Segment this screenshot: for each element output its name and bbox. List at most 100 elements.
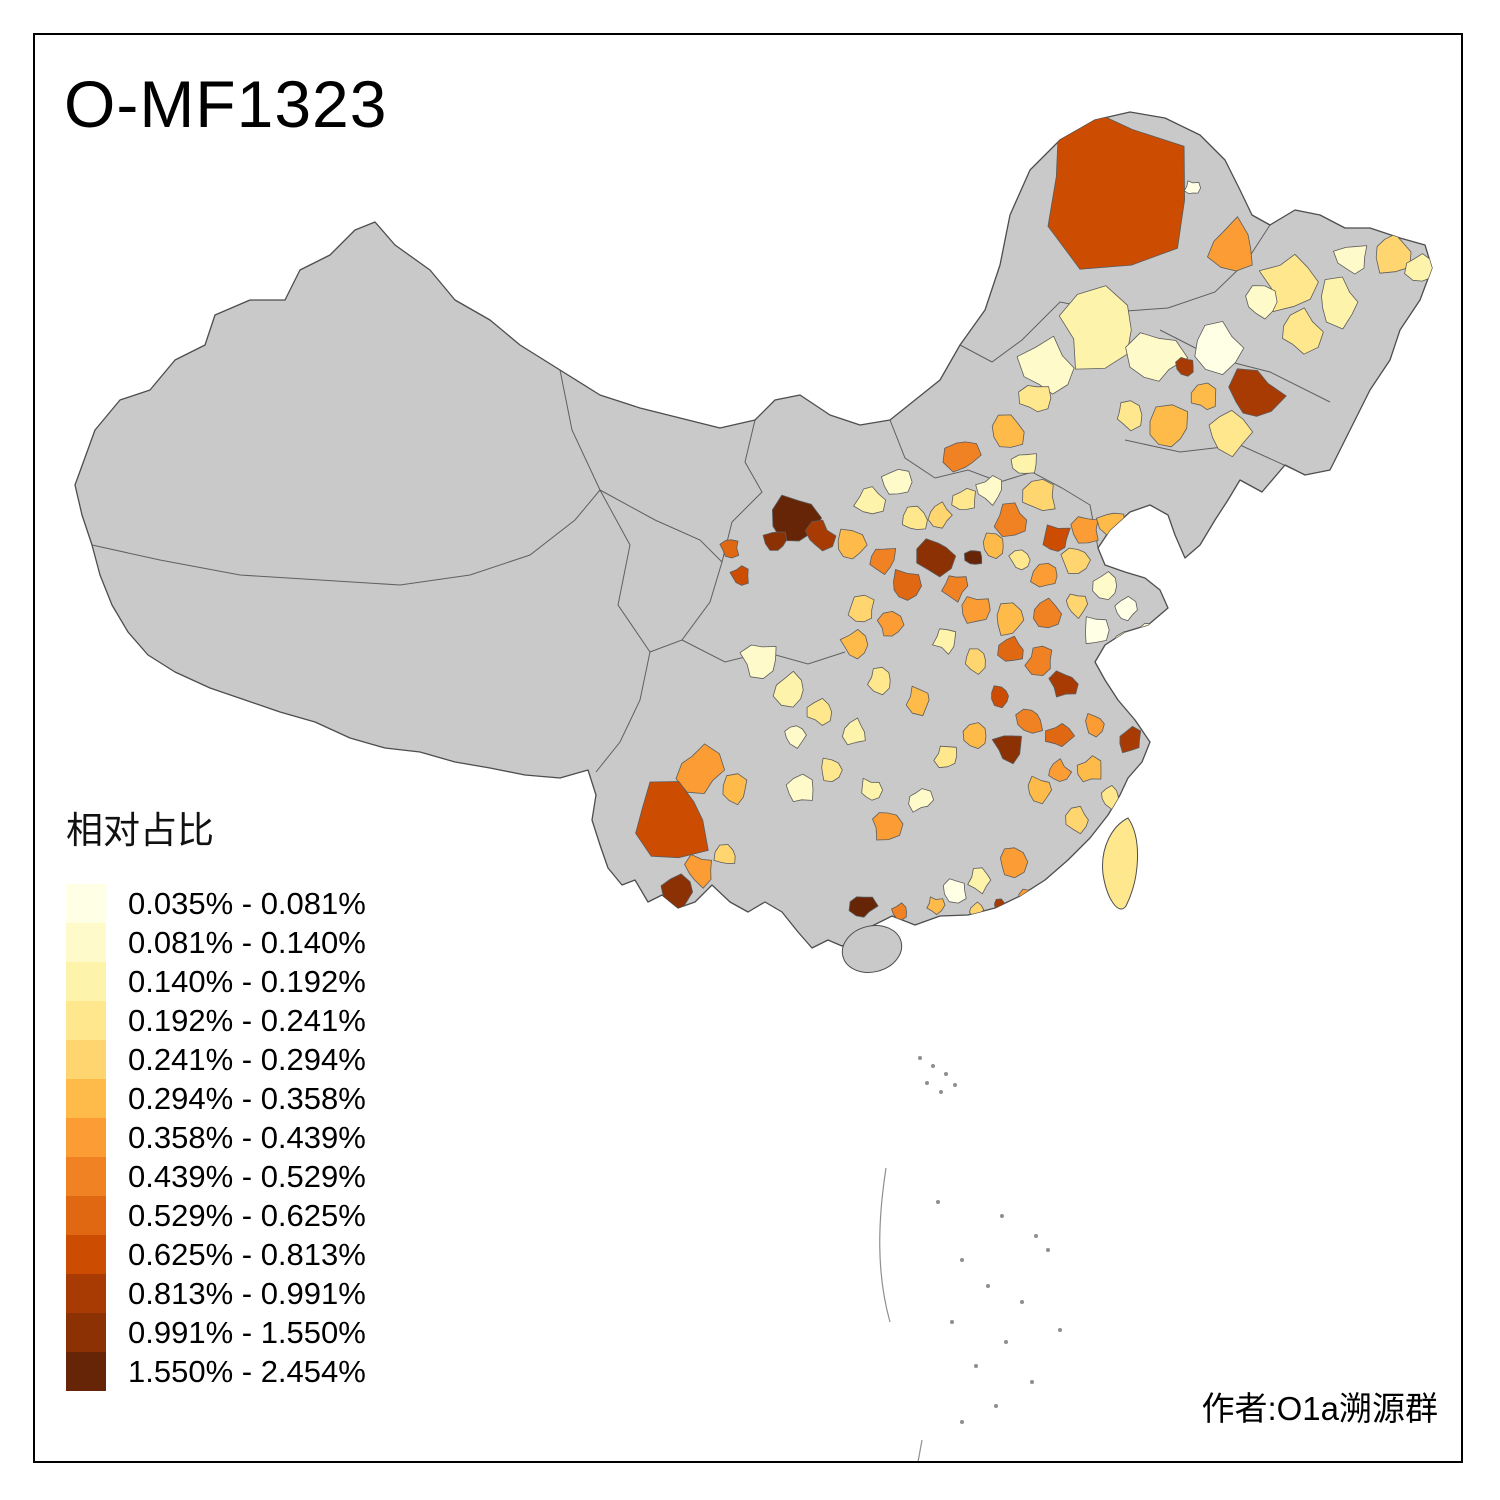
prefecture-region	[1070, 516, 1099, 544]
prefecture-region	[804, 519, 837, 552]
legend-bin-label: 0.294% - 0.358%	[128, 1080, 366, 1116]
prefecture-region	[867, 666, 891, 696]
prefecture-region	[837, 528, 868, 560]
legend-row: 0.625% - 0.813%	[66, 1235, 366, 1274]
prefecture-region	[1060, 547, 1091, 574]
legend-swatch	[66, 1352, 106, 1391]
prefecture-region	[635, 781, 709, 859]
prefecture-region	[1065, 805, 1089, 835]
legend-row: 1.550% - 2.454%	[66, 1352, 366, 1391]
legend-row: 0.813% - 0.991%	[66, 1274, 366, 1313]
prefecture-region	[784, 725, 807, 749]
prefecture-region	[1008, 549, 1031, 571]
prefecture-region	[1208, 410, 1254, 458]
prefecture-region	[893, 569, 922, 601]
prefecture-region	[1092, 571, 1117, 600]
prefecture-region	[997, 635, 1024, 662]
legend-swatch	[66, 923, 106, 962]
prefecture-region	[1138, 622, 1160, 642]
prefecture-region	[1024, 645, 1053, 676]
legend-bin-label: 0.081% - 0.140%	[128, 924, 366, 960]
prefecture-region	[1027, 775, 1052, 805]
prefecture-region	[762, 531, 787, 551]
legend-bin-label: 0.035% - 0.081%	[128, 885, 366, 921]
legend-swatch	[66, 1235, 106, 1274]
prefecture-region	[1042, 524, 1071, 552]
prefecture-region	[1124, 520, 1160, 548]
prefecture-region	[932, 628, 957, 655]
prefecture-region	[861, 777, 883, 801]
prefecture-region	[982, 532, 1004, 559]
prefecture-region	[1076, 755, 1102, 783]
prefecture-region	[967, 867, 992, 895]
prefecture-region	[847, 594, 875, 623]
prefecture-region	[1245, 285, 1278, 320]
prefecture-region	[1065, 593, 1088, 619]
hainan-island	[841, 925, 903, 973]
prefecture-region	[842, 717, 866, 746]
prefecture-region	[1149, 404, 1188, 448]
legend-bin-label: 0.813% - 0.991%	[128, 1275, 366, 1311]
prefecture-region	[1375, 233, 1412, 274]
legend-row: 0.241% - 0.294%	[66, 1040, 366, 1079]
prefecture-region	[713, 844, 736, 864]
prefecture-region	[1125, 680, 1150, 706]
prefecture-region	[872, 812, 904, 841]
legend-bin-label: 0.439% - 0.529%	[128, 1158, 366, 1194]
legend-bin-label: 0.358% - 0.439%	[128, 1119, 366, 1155]
prefecture-region	[941, 575, 969, 603]
prefecture-region	[1321, 276, 1359, 330]
legend-bins: 0.035% - 0.081% 0.081% - 0.140% 0.140% - 0…	[66, 884, 366, 1391]
prefecture-region	[675, 743, 725, 794]
prefecture-region	[684, 854, 712, 889]
legend-swatch	[66, 884, 106, 923]
prefecture-region	[1114, 596, 1138, 622]
prefecture-region	[806, 698, 833, 726]
prefecture-region	[933, 745, 958, 769]
prefecture-region	[965, 648, 986, 675]
prefecture-region	[1018, 888, 1038, 910]
prefecture-region	[993, 502, 1028, 537]
prefecture-region	[1048, 758, 1072, 782]
prefecture-region	[916, 538, 957, 578]
prefecture-region	[1085, 616, 1110, 645]
prefecture-region	[785, 773, 814, 802]
prefecture-region	[991, 735, 1022, 765]
prefecture-region	[891, 902, 907, 921]
legend: 相对占比 0.035% - 0.081% 0.081% - 0.140% 0.140…	[66, 800, 366, 1391]
prefecture-region	[839, 629, 869, 660]
prefecture-region	[1033, 597, 1062, 629]
legend-swatch	[66, 1118, 106, 1157]
legend-row: 0.192% - 0.241%	[66, 1001, 366, 1040]
prefecture-region	[926, 896, 946, 915]
legend-swatch	[66, 1196, 106, 1235]
legend-swatch	[66, 1040, 106, 1079]
prefecture-region	[876, 611, 905, 637]
prefecture-region	[908, 788, 934, 813]
prefecture-region	[1175, 357, 1194, 377]
legend-bin-label: 0.241% - 0.294%	[128, 1041, 366, 1077]
prefecture-region	[942, 441, 982, 473]
legend-row: 0.294% - 0.358%	[66, 1079, 366, 1118]
prefecture-region	[905, 685, 930, 717]
legend-row: 0.035% - 0.081%	[66, 884, 366, 923]
prefecture-region	[1015, 708, 1043, 734]
prefecture-region	[962, 722, 987, 749]
prefecture-region	[951, 488, 976, 510]
legend-row: 0.529% - 0.625%	[66, 1196, 366, 1235]
prefecture-region	[853, 486, 886, 515]
legend-row: 0.358% - 0.439%	[66, 1118, 366, 1157]
prefecture-region	[1030, 563, 1058, 588]
legend-swatch	[66, 1001, 106, 1040]
prefecture-region	[772, 670, 804, 708]
prefecture-region	[942, 878, 967, 904]
prefecture-region	[1018, 385, 1052, 413]
legend-swatch	[66, 1157, 106, 1196]
prefecture-region	[1048, 670, 1079, 698]
legend-bin-label: 0.529% - 0.625%	[128, 1197, 366, 1233]
page-title: O-MF1323	[64, 67, 388, 141]
prefecture-region	[1190, 382, 1217, 410]
prefecture-region	[1228, 368, 1287, 417]
prefecture-region	[821, 757, 843, 782]
